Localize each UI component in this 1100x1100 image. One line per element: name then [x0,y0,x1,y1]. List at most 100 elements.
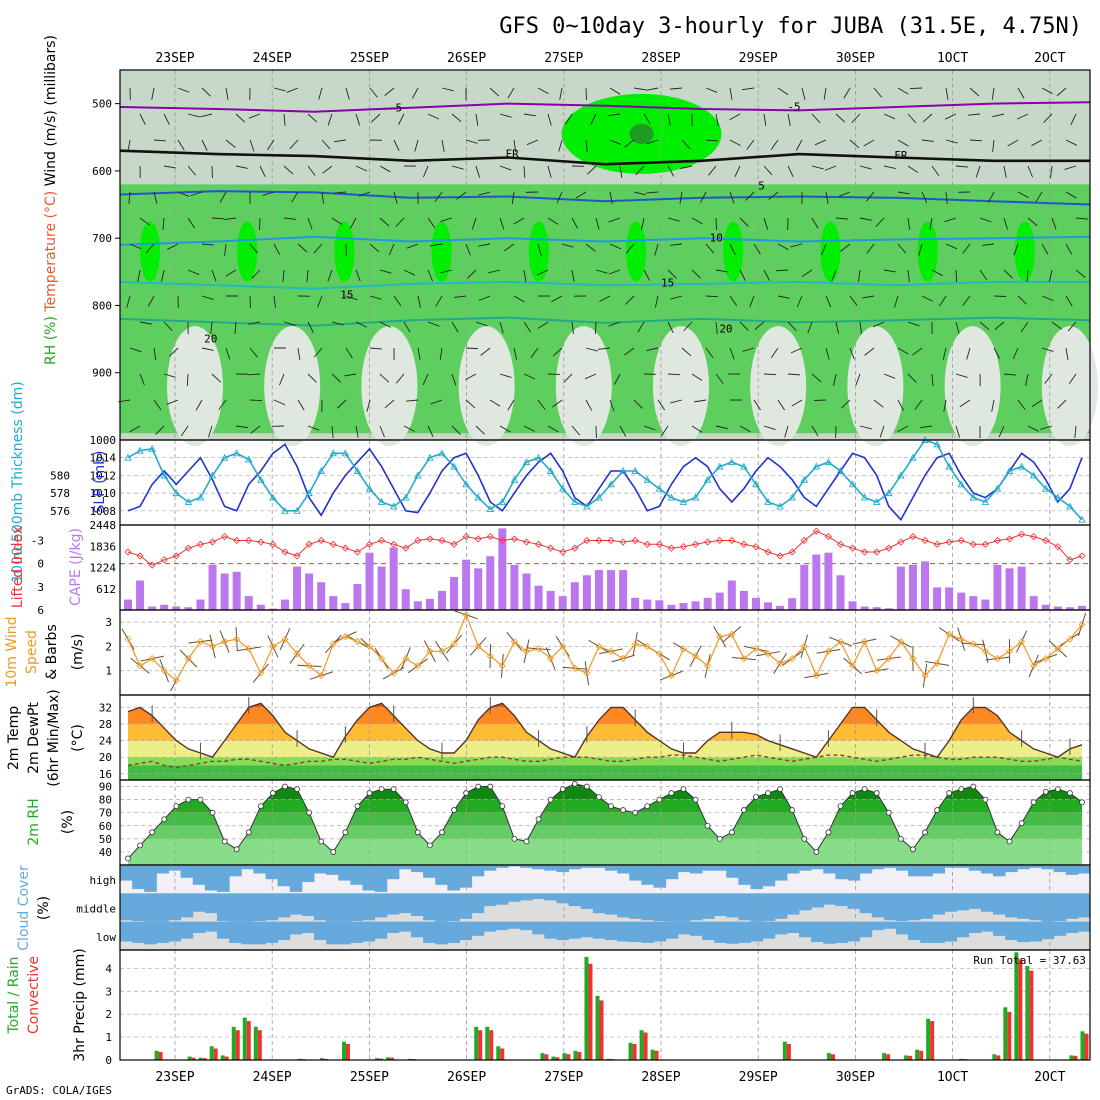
rh-marker [523,838,530,845]
li-marker [897,538,905,546]
wind-speed-marker [221,638,229,646]
wind-barb [355,321,367,328]
wind-barb [273,295,277,308]
cloud-bar-high [617,865,630,874]
rh-marker [583,783,590,790]
wind-barb [584,373,597,380]
wind-barb [321,139,331,150]
precip-convective-bar [830,1054,835,1060]
thickness-marker [172,489,181,497]
wind-barb [811,113,821,124]
y-tick-label: 28 [99,718,112,731]
cloud-bar-high [641,865,654,885]
wind-speed-marker [945,630,953,638]
wind-speed-marker [631,640,639,648]
wind-barb [248,113,261,119]
wind-barb [635,165,645,176]
cloud-bar-middle [799,893,812,911]
precip-convective-bar [643,1032,648,1060]
cape-bar [196,599,205,610]
wind-barb [139,321,152,325]
wind-speed-marker [510,638,518,646]
wind-barb [427,269,433,282]
precip-total-bar [992,1054,997,1060]
rh-band [128,825,1082,839]
wind-speed-marker [1018,638,1026,646]
thickness-marker [703,475,712,483]
y-axis-label-part: Cloud Cover [16,865,32,951]
wind-barb [859,217,872,221]
li-marker [486,533,494,541]
cloud-bar-low [520,921,533,931]
wind-barb [273,87,286,92]
li-marker [1005,535,1014,543]
wind-barb [897,243,907,254]
wind-barb [931,165,940,177]
cloud-bar-low [156,921,169,943]
wind-barb [914,399,923,410]
cloud-bar-middle [204,893,218,914]
cloud-bar-high [859,865,873,874]
cloud-bar-low [932,921,945,943]
wind-speed-marker [148,655,156,663]
wind-barb [201,347,214,351]
cloud-bar-low [132,921,145,943]
wind-barb [811,373,822,383]
cloud-bar-high [665,865,679,880]
wind-barb [598,347,611,350]
cloud-bar-low [180,921,194,939]
wind-barb [835,113,846,123]
wind-speed-marker [921,672,929,680]
cloud-bar-middle [544,893,557,901]
wind-barb [480,347,491,356]
cloud-bar-middle [750,893,764,922]
rh-marker [813,849,820,855]
wind-barb [250,425,261,434]
wind-barb [883,113,896,120]
wind-barb [835,217,848,220]
cloud-bar-high [968,865,982,871]
li-marker [1054,543,1062,551]
rh-marker [451,807,457,813]
wind-barb [777,243,789,251]
li-marker [535,540,543,548]
day-label: 26SEP [447,51,486,66]
cloud-bar-middle [1029,893,1042,921]
thickness-marker [740,462,748,470]
day-label: 23SEP [155,1070,194,1085]
wind-barb [313,347,323,358]
y-axis-label: 1000-500mb Thickness (dm) [10,381,26,582]
cape-bar [534,585,543,610]
wind-barb [478,295,491,302]
wind-barb [307,373,317,383]
precip-convective-bar [1084,1033,1089,1060]
wind-speed-marker [619,655,627,663]
wind-barb [753,399,761,411]
isotherm-label: 15 [661,277,674,290]
li-marker [933,540,941,548]
thickness-marker [486,505,495,513]
temp-band [128,707,1082,725]
cloud-bar-high [314,865,327,874]
wind-barb [355,113,361,126]
wind-barb [939,295,947,307]
wind-barb [283,165,294,175]
cape-bar [365,552,374,610]
cloud-bar-low [532,921,545,935]
wind-barb [643,269,651,281]
cloud-bar-high [495,865,509,868]
wind-barb [273,399,286,406]
wind-barb [186,373,189,387]
wind-barb [922,113,933,123]
wind-speed-marker [704,662,712,670]
wind-barb [1075,217,1088,220]
cape-bar [981,599,990,610]
wind-speed-marker [257,669,265,677]
wind-barb [327,113,333,126]
wind-barb [537,321,549,329]
thickness-marker [341,449,350,457]
thickness-marker [715,462,724,470]
cape-bar [172,606,181,610]
rh-marker [535,816,542,823]
cloud-bar-middle [811,893,824,908]
